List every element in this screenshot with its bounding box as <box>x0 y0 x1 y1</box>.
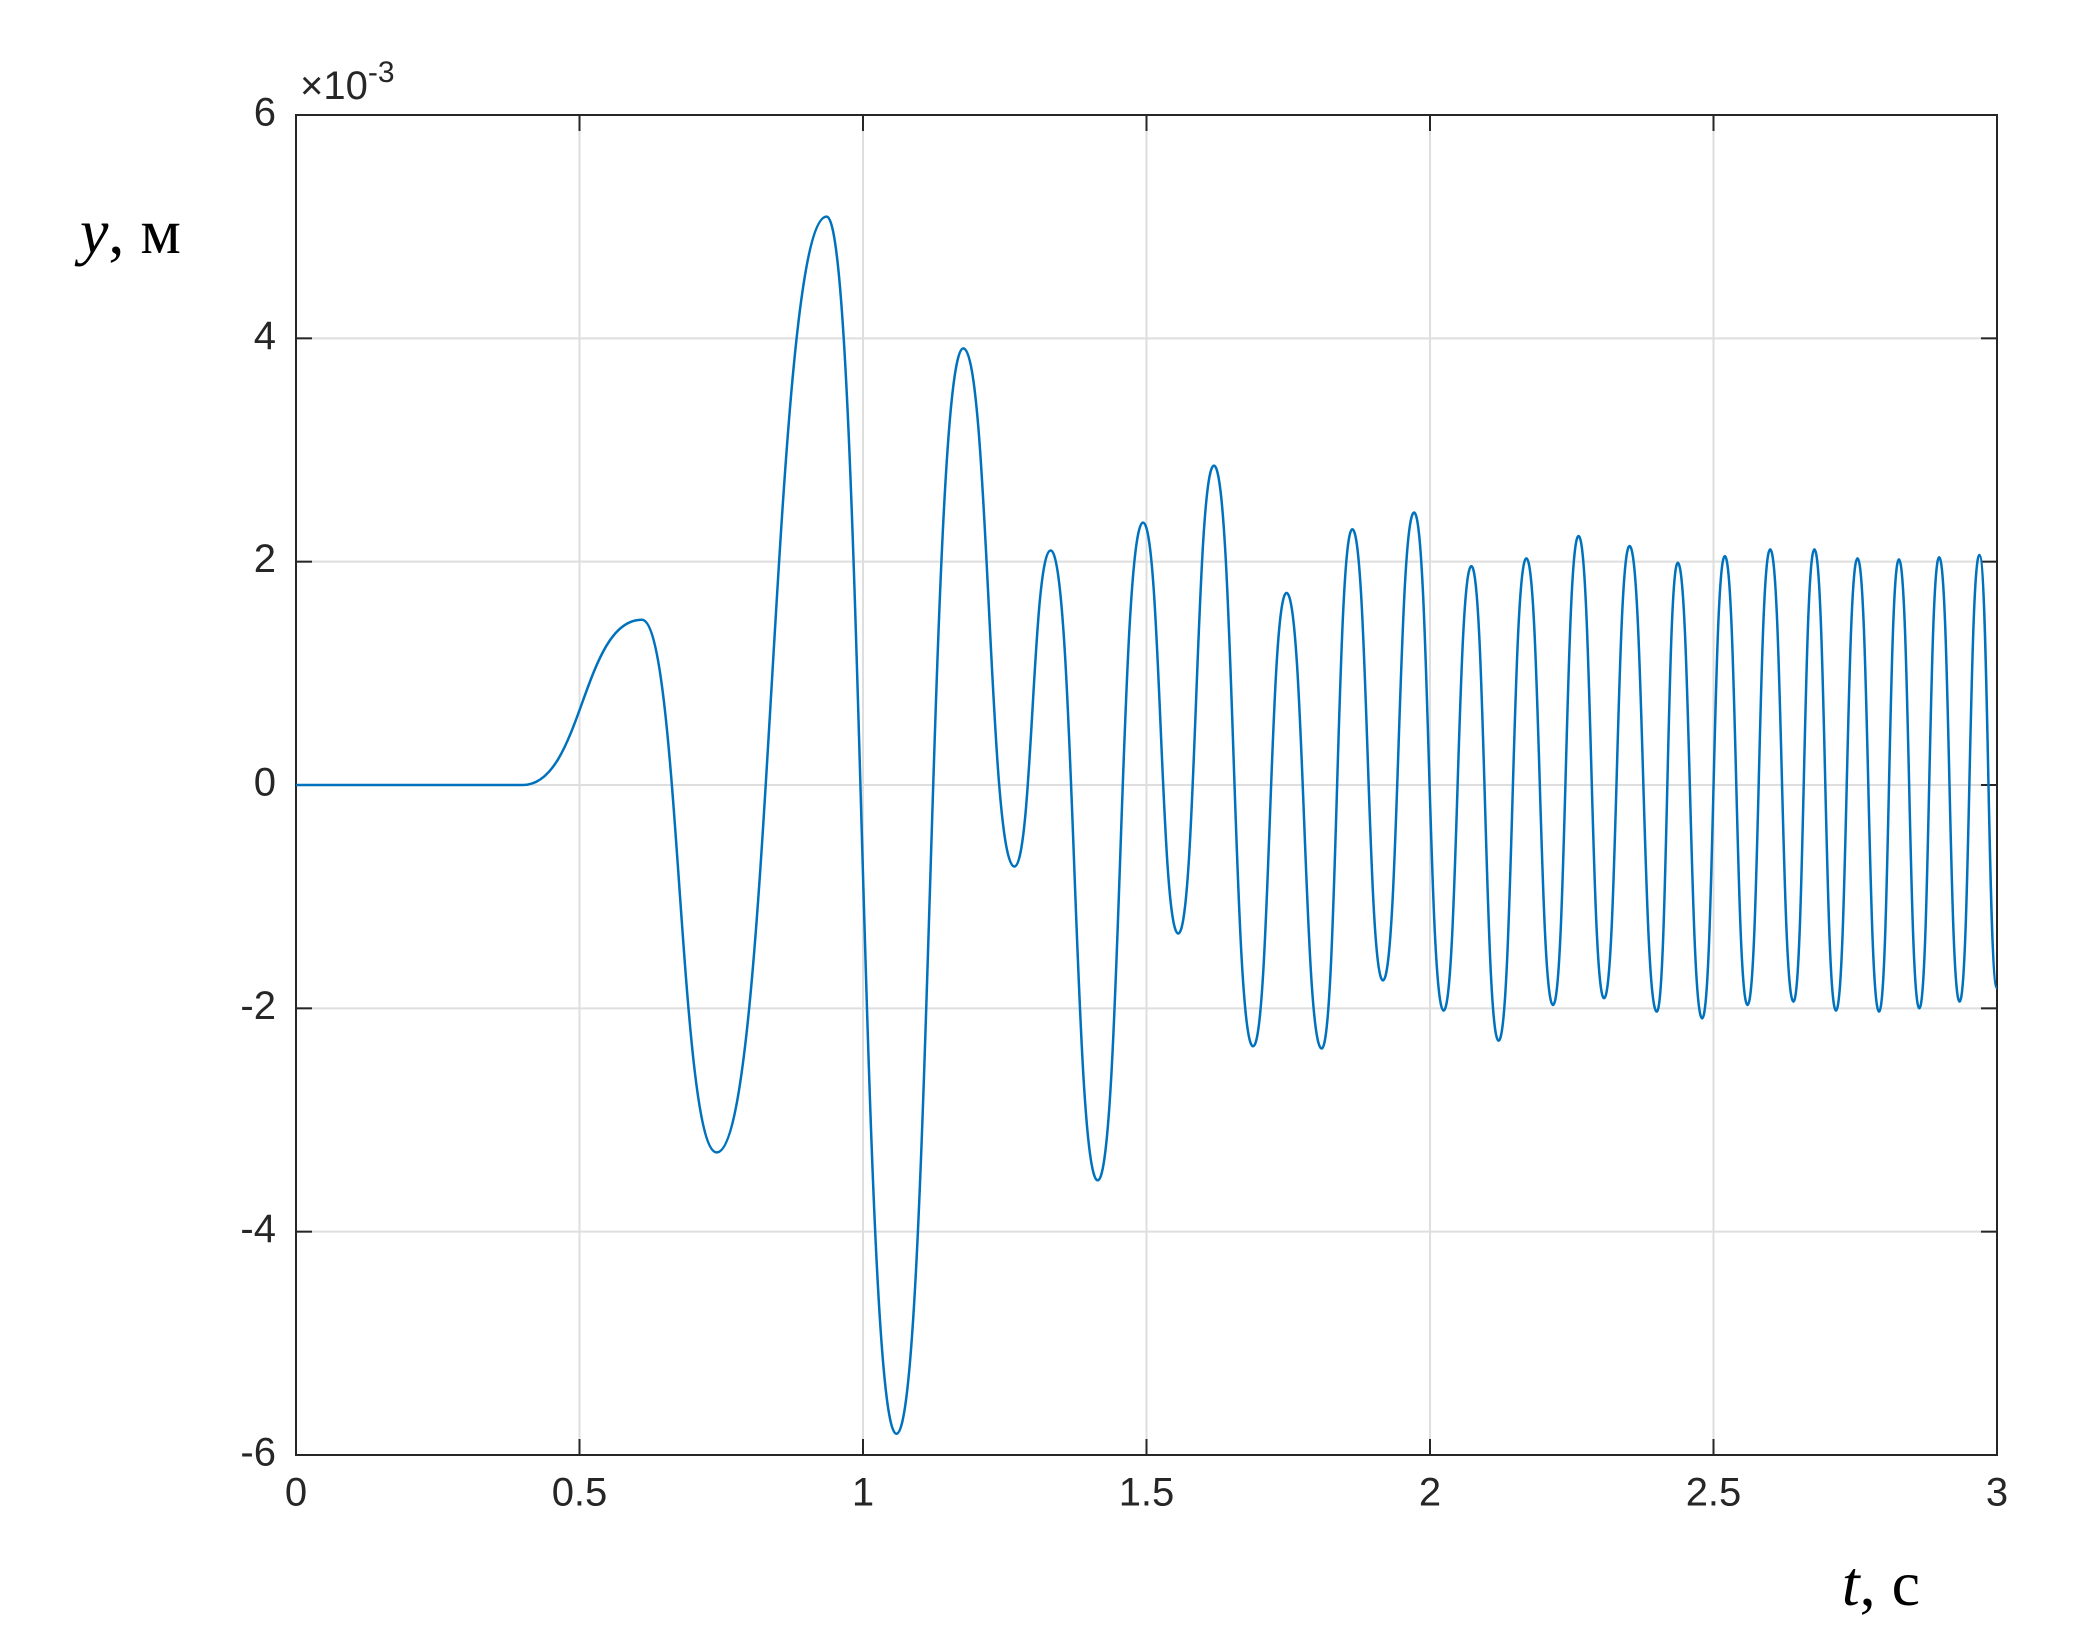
x-tick-label: 1.5 <box>1119 1471 1175 1515</box>
y-axis-label: y, м <box>74 196 181 267</box>
x-label-unit: , с <box>1860 1548 1920 1619</box>
x-tick-label: 3 <box>1986 1471 2008 1515</box>
y-multiplier: ×10-3 <box>300 56 395 108</box>
multiplier-base: ×10 <box>300 64 368 108</box>
x-tick-label: 0 <box>285 1471 307 1515</box>
x-tick-label: 2 <box>1419 1471 1441 1515</box>
x-tick-label: 0.5 <box>552 1471 608 1515</box>
y-tick-label: 4 <box>254 314 276 358</box>
y-tick-label: -2 <box>240 984 276 1028</box>
y-tick-label: 2 <box>254 537 276 581</box>
x-label-var: t <box>1842 1548 1862 1619</box>
data-line <box>295 215 1999 1436</box>
multiplier-exponent: -3 <box>368 56 395 89</box>
y-tick-label: 6 <box>254 91 276 135</box>
x-tick-label: 1 <box>852 1471 874 1515</box>
y-label-var: y <box>74 196 109 267</box>
y-tick-label: -6 <box>240 1431 276 1475</box>
y-label-unit: , м <box>108 196 181 267</box>
y-tick-label: -4 <box>240 1207 276 1251</box>
x-tick-label: 2.5 <box>1686 1471 1742 1515</box>
x-axis-label: t, с <box>1842 1548 1920 1619</box>
y-tick-label: 0 <box>254 761 276 805</box>
